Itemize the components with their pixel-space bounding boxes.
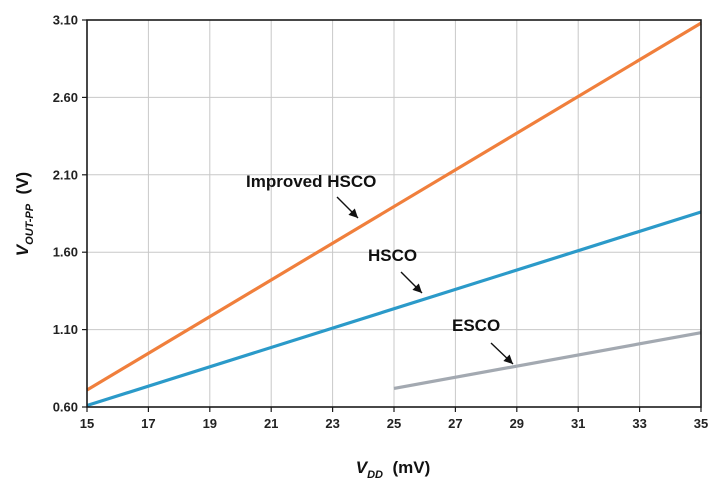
y-tick-label: 1.60 <box>53 245 78 260</box>
arrowhead-icon <box>503 354 513 364</box>
x-tick-label: 23 <box>325 416 339 431</box>
y-tick-label: 0.60 <box>53 400 78 415</box>
x-tick-label: 19 <box>203 416 217 431</box>
annotation-label-improved-hsco: Improved HSCO <box>246 172 376 191</box>
tick-labels: 15 17 19 21 23 25 27 29 31 33 35 0.60 1.10 1.60 2.10 2.… <box>53 13 709 432</box>
y-tick-label: 3.10 <box>53 13 78 28</box>
x-tick-label: 25 <box>387 416 401 431</box>
series-line-hsco <box>86 210 702 408</box>
y-tick-label: 2.10 <box>53 167 78 182</box>
annotation-label-esco: ESCO <box>452 316 500 335</box>
y-tick-label: 1.10 <box>53 322 78 337</box>
y-tick-label: 2.60 <box>53 90 78 105</box>
x-tick-label: 17 <box>141 416 155 431</box>
annotation-label-hsco: HSCO <box>368 246 417 265</box>
x-tick-label: 31 <box>571 416 585 431</box>
arrowhead-icon <box>348 208 358 218</box>
y-axis-title: VOUT-PP (V) <box>13 172 36 256</box>
series-line-esco <box>393 331 702 390</box>
x-tick-label: 15 <box>80 416 94 431</box>
x-tick-label: 35 <box>694 416 708 431</box>
x-axis-title: VDD (mV) <box>356 458 430 480</box>
arrowhead-icon <box>412 283 422 293</box>
series-line-improved-hsco <box>86 21 702 392</box>
series-layer <box>86 21 702 408</box>
x-tick-label: 21 <box>264 416 278 431</box>
x-tick-label: 27 <box>448 416 462 431</box>
x-tick-label: 33 <box>632 416 646 431</box>
grid <box>87 20 701 407</box>
x-tick-label: 29 <box>510 416 524 431</box>
annotations: Improved HSCO HSCO ESCO <box>246 172 514 365</box>
